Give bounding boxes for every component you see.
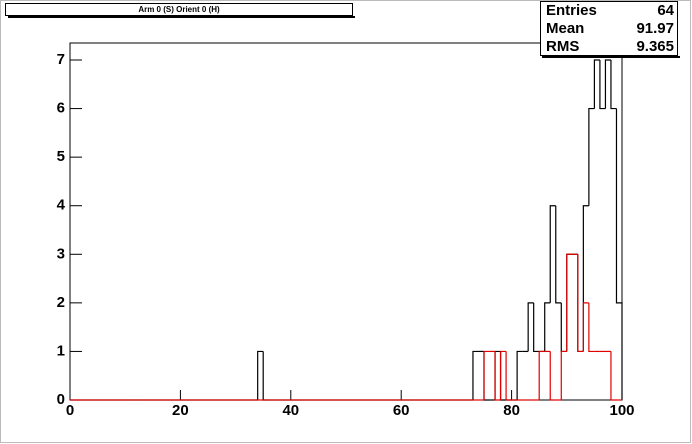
histogram-bin — [544, 302, 551, 352]
histogram-bin — [593, 59, 600, 109]
x-tick-label: 100 — [609, 402, 634, 419]
histogram-bin — [588, 107, 595, 206]
histogram-bin — [560, 350, 567, 400]
histogram-bin — [516, 350, 523, 400]
y-tick-label: 3 — [57, 245, 65, 262]
stats-value: 64 — [657, 2, 674, 19]
y-tick-label: 4 — [57, 197, 66, 214]
stats-label: Entries — [546, 2, 597, 19]
histogram-bin — [555, 205, 562, 304]
stats-value: 9.365 — [636, 38, 674, 55]
histogram-bin — [610, 351, 617, 401]
x-tick-label: 60 — [393, 402, 410, 419]
stats-label: RMS — [546, 38, 579, 55]
y-tick-label: 2 — [57, 294, 65, 311]
histogram-bin — [533, 302, 540, 353]
x-tick-label: 80 — [503, 402, 520, 419]
histogram-bin — [499, 350, 507, 400]
y-tick-label: 6 — [57, 100, 65, 117]
chart-title: Arm 0 (S) Orient 0 (H) — [138, 5, 220, 14]
y-tick-label: 0 — [57, 391, 65, 408]
x-tick-label: 40 — [282, 402, 299, 419]
y-tick-label: 7 — [57, 51, 65, 68]
histogram-bin — [577, 254, 584, 353]
stats-box — [540, 1, 678, 56]
histogram-bin — [604, 59, 611, 109]
histogram-bin — [599, 60, 606, 110]
histogram-bin — [527, 302, 534, 352]
y-tick-label: 1 — [57, 342, 65, 359]
x-tick-label: 20 — [172, 402, 189, 419]
stats-label: Mean — [546, 20, 584, 37]
histogram-bin — [494, 351, 501, 401]
histogram-bin — [472, 350, 479, 400]
x-tick-label: 0 — [66, 402, 74, 419]
stats-value: 91.97 — [636, 20, 674, 37]
stats: Entries 64 Mean 91.97 RMS 9.365 — [546, 2, 675, 55]
histogram-bin — [538, 350, 545, 400]
histogram-bin — [549, 351, 556, 401]
stats-box-shadow — [542, 56, 680, 58]
histogram-bin — [257, 350, 264, 400]
histogram-bin — [549, 205, 556, 303]
title-box-shadow — [8, 16, 355, 18]
histogram-bin — [483, 350, 490, 400]
histogram-bin — [610, 60, 617, 110]
histogram-bin — [588, 302, 595, 353]
frame — [69, 42, 623, 401]
histogram-bin — [505, 351, 512, 401]
histogram-bin — [582, 302, 589, 352]
histogram-bin — [615, 108, 623, 400]
plot: 0 1 2 3 4 5 6 7 0 20 40 60 80 100 — [57, 51, 635, 419]
title-box — [5, 3, 353, 16]
histogram-bin — [566, 253, 573, 352]
y-tick-label: 5 — [57, 148, 65, 165]
